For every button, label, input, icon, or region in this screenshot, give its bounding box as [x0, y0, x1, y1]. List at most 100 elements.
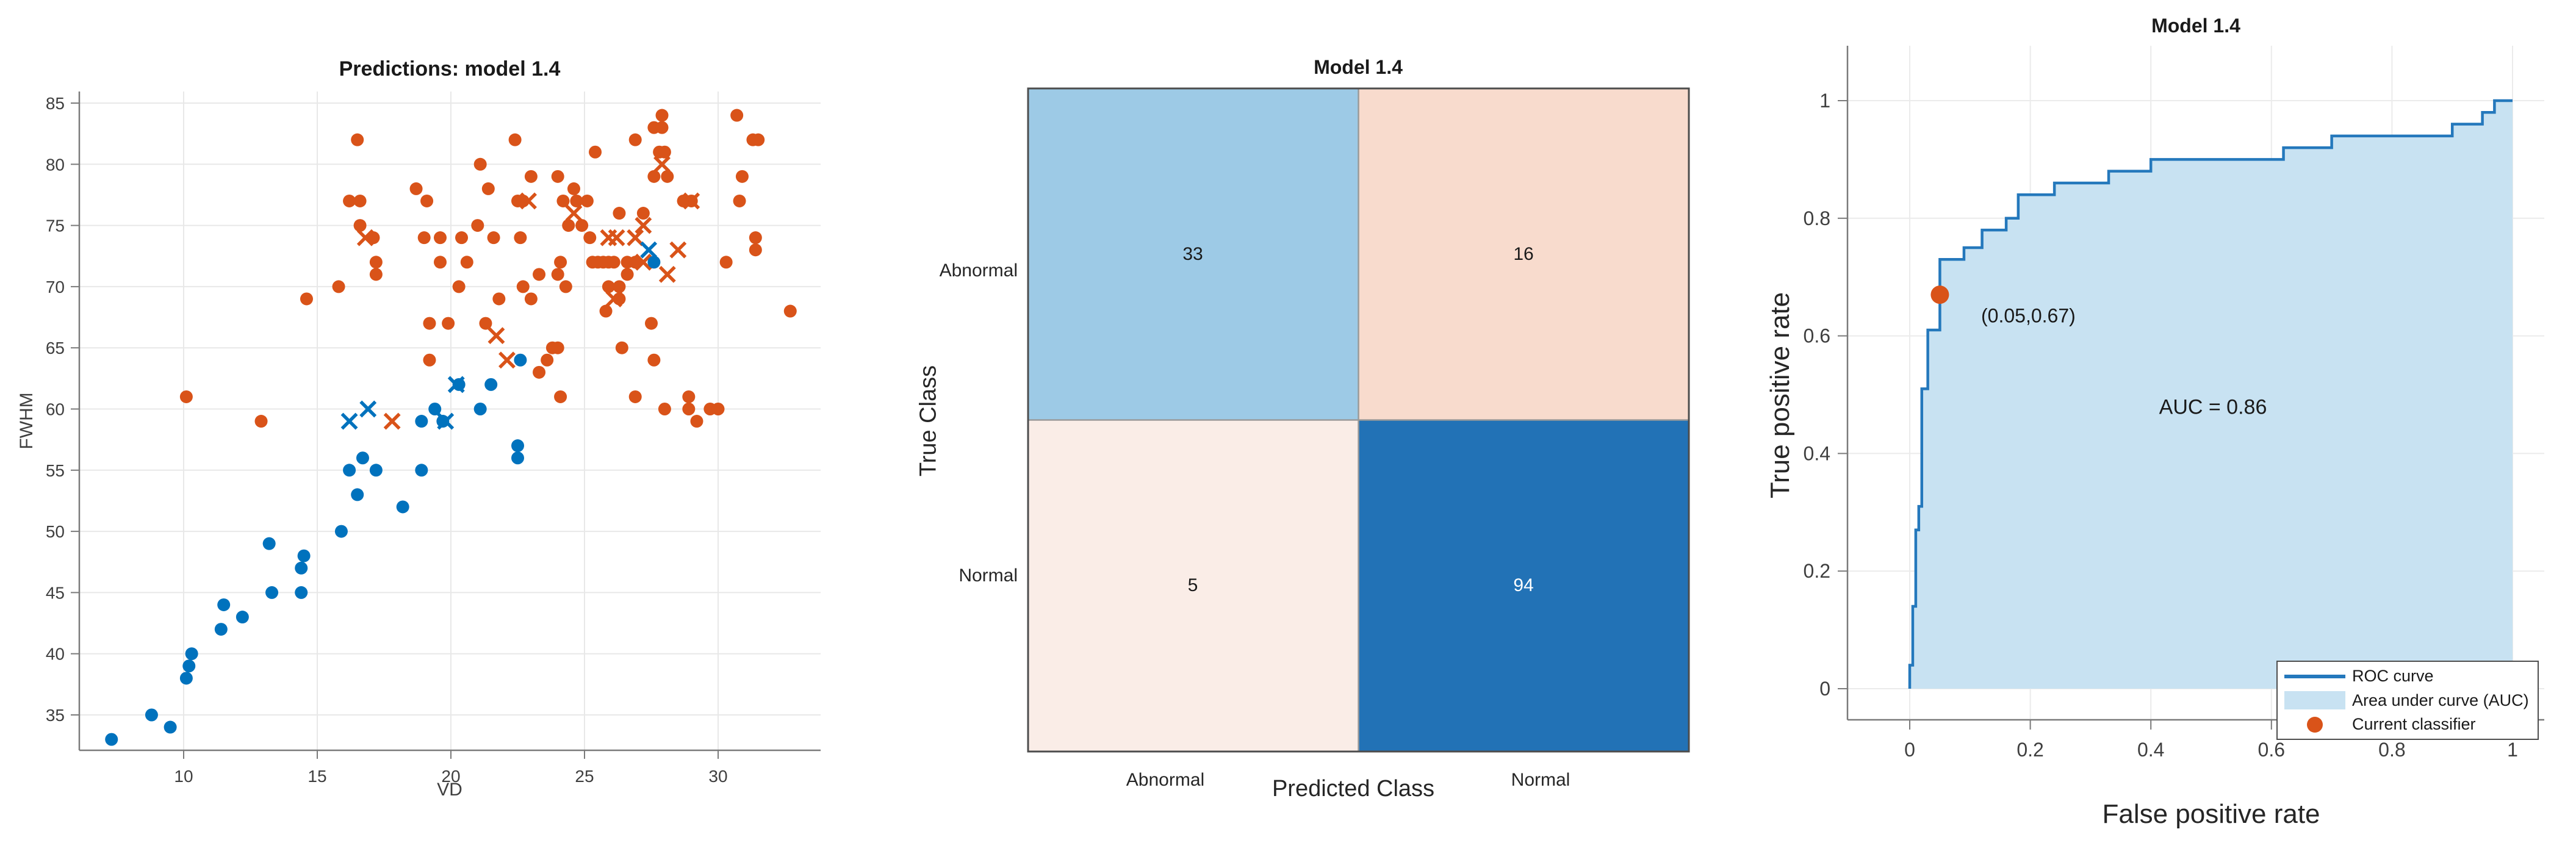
scatter-point-abnormal-correct [567, 182, 580, 195]
tick-label: 25 [575, 767, 594, 786]
scatter-point-abnormal-correct [254, 415, 268, 428]
tick-label: 0 [1904, 739, 1915, 761]
roc-curve-line [1908, 99, 2513, 689]
matrix-border [1027, 87, 1690, 753]
scatter-x-abnormal-misclassified [520, 192, 537, 210]
roc-title: Model 1.4 [2151, 15, 2240, 37]
confusion-col-label-normal: Normal [1511, 770, 1570, 790]
scatter-point-abnormal-correct [636, 207, 650, 220]
scatter-x-normal-misclassified [447, 376, 465, 393]
scatter-point-abnormal-correct [661, 170, 674, 183]
scatter-point-abnormal-correct [417, 231, 431, 245]
confusion-cell [1358, 420, 1689, 752]
roc-legend: ROC curve Area under curve (AUC) Current… [2276, 661, 2539, 740]
scatter-panel: 10 15 20 25 30 35 40 45 50 55 60 65 70 75 80 85 Predict… [0, 0, 885, 854]
scatter-point-abnormal-correct [471, 219, 484, 232]
roc-panel: 0 0.2 0.4 0.6 0.8 1 0 0.2 0.4 0.6 0.8 1 Model 1.4 F… [1722, 0, 2576, 854]
tick-label: 0.6 [2258, 739, 2285, 761]
scatter-point-abnormal-correct [554, 256, 567, 269]
legend-swatch-wrap [2278, 674, 2352, 678]
scatter-point-abnormal-correct [580, 194, 594, 207]
scatter-x-abnormal-misclassified [608, 229, 625, 246]
scatter-point-abnormal-correct [481, 182, 495, 195]
scatter-x-abnormal-misclassified [605, 290, 623, 307]
scatter-x-normal-misclassified [437, 412, 455, 430]
confusion-cell-value-bl: 5 [1187, 575, 1198, 595]
scatter-point-normal-correct [356, 451, 369, 465]
tick-label: 80 [46, 155, 65, 174]
tick-label: 45 [46, 583, 65, 602]
scatter-point-abnormal-correct [551, 170, 564, 183]
roc-auc-fill [1910, 101, 2513, 689]
scatter-point-abnormal-correct [487, 231, 500, 245]
legend-swatch-wrap [2278, 691, 2352, 709]
scatter-point-abnormal-correct [492, 292, 506, 306]
scatter-point-normal-correct [369, 464, 383, 477]
scatter-point-abnormal-correct [524, 292, 538, 306]
confusion-matrix-panel: Model 1.4 Abnormal Normal True Class Abn… [885, 0, 1739, 854]
scatter-point-abnormal-correct [655, 121, 669, 134]
roc-operating-point-label: (0.05,0.67) [1981, 304, 2076, 327]
roc-curve-line-swatch [2284, 674, 2345, 678]
confusion-title: Model 1.4 [1314, 56, 1403, 78]
legend-swatch-wrap [2278, 716, 2352, 733]
scatter-point-abnormal-correct [533, 268, 546, 281]
roc-ylabel: True positive rate [1765, 292, 1795, 499]
legend-label: Current classifier [2352, 715, 2476, 733]
scatter-point-abnormal-correct [351, 133, 364, 146]
legend-row-auc-area: Area under curve (AUC) [2278, 689, 2538, 712]
roc-auc-label: AUC = 0.86 [2159, 395, 2267, 419]
scatter-point-normal-correct [511, 451, 524, 465]
scatter-x-abnormal-misclassified [627, 229, 644, 246]
scatter-x-abnormal-misclassified [653, 156, 671, 173]
scatter-point-normal-correct [262, 537, 276, 550]
scatter-point-abnormal-correct [533, 365, 546, 379]
tick-label: 15 [308, 767, 326, 786]
scatter-title: Predictions: model 1.4 [339, 57, 561, 81]
scatter-point-normal-correct [514, 353, 527, 367]
confusion-cell-value-br: 94 [1513, 575, 1534, 595]
tick-label: 30 [708, 767, 727, 786]
scatter-point-abnormal-correct [423, 317, 436, 330]
scatter-point-abnormal-correct [452, 280, 466, 293]
roc-xlabel: False positive rate [2102, 799, 2320, 829]
scatter-point-abnormal-correct [749, 231, 762, 245]
confusion-cell [1028, 88, 1359, 420]
scatter-point-abnormal-correct [621, 268, 634, 281]
scatter-point-abnormal-correct [514, 231, 527, 245]
scatter-point-normal-correct [647, 256, 661, 269]
scatter-point-abnormal-correct [783, 304, 797, 318]
scatter-point-abnormal-correct [658, 403, 671, 415]
scatter-point-normal-correct [145, 708, 158, 722]
tick-label: 0.2 [2017, 739, 2043, 761]
scatter-point-abnormal-correct [556, 194, 570, 207]
scatter-point-normal-correct [295, 561, 308, 575]
scatter-point-abnormal-correct [369, 256, 383, 269]
roc-plot-area: 0 0.2 0.4 0.6 0.8 1 0 0.2 0.4 0.6 0.8 1 [1804, 46, 2544, 761]
confusion-cell [1358, 88, 1689, 420]
scatter-plot-area: 10 15 20 25 30 35 40 45 50 55 60 65 70 75 80 85 [46, 92, 821, 786]
legend-label: ROC curve [2352, 667, 2434, 685]
scatter-point-normal-correct [236, 611, 249, 624]
tick-label: 35 [46, 706, 65, 725]
scatter-point-abnormal-correct [343, 194, 356, 207]
scatter-point-abnormal-correct [179, 390, 193, 403]
scatter-point-abnormal-correct [570, 194, 583, 207]
scatter-point-normal-correct [214, 623, 228, 636]
scatter-point-abnormal-correct [589, 145, 602, 159]
scatter-point-abnormal-correct [433, 256, 447, 269]
scatter-point-abnormal-correct [551, 341, 564, 354]
scatter-point-abnormal-correct [433, 231, 447, 245]
scatter-point-abnormal-correct [332, 280, 345, 293]
tick-label: 65 [46, 339, 65, 357]
scatter-point-abnormal-correct [554, 390, 567, 403]
legend-row-roc-curve: ROC curve [2278, 665, 2538, 688]
current-classifier-dot-swatch [2307, 716, 2323, 733]
tick-label: 0.8 [2378, 739, 2405, 761]
scatter-point-normal-correct [396, 500, 409, 514]
tick-label: 40 [46, 645, 65, 664]
scatter-point-abnormal-correct [658, 145, 671, 159]
tick-label: 70 [46, 278, 65, 296]
confusion-cell-value-tl: 33 [1182, 244, 1203, 264]
scatter-x-abnormal-misclassified [635, 217, 652, 234]
